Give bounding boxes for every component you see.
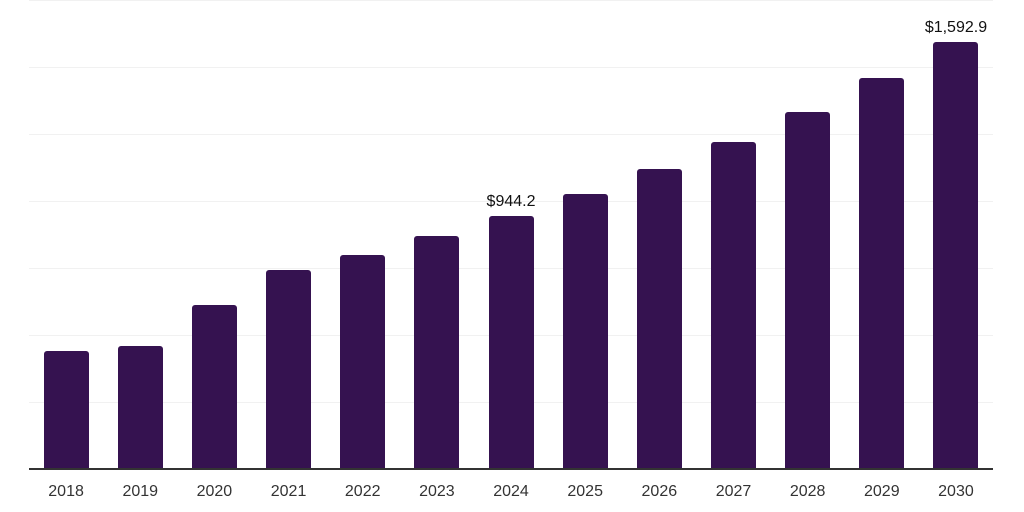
bar-slot-2020 bbox=[177, 0, 251, 469]
bar-slot-2024: $944.2 bbox=[474, 0, 548, 469]
x-axis-label-2027: 2027 bbox=[715, 483, 752, 500]
x-axis-label-2021: 2021 bbox=[270, 483, 307, 500]
x-axis-label-2025: 2025 bbox=[567, 483, 603, 500]
x-axis-label-2026: 2026 bbox=[641, 483, 678, 500]
bar-value-label-2030: $1,592.9 bbox=[924, 19, 988, 37]
bar-slot-2021 bbox=[251, 0, 325, 469]
bar-2018 bbox=[43, 351, 89, 469]
bar-slot-2030: $1,592.9 bbox=[919, 0, 993, 469]
bar-2030 bbox=[933, 42, 979, 469]
bar-slot-2019 bbox=[103, 0, 177, 469]
x-axis-label-2023: 2023 bbox=[419, 483, 455, 500]
gridline-1000 bbox=[29, 201, 993, 202]
bar-2025 bbox=[562, 193, 608, 469]
x-axis-label-2018: 2018 bbox=[48, 483, 84, 500]
bar-2024 bbox=[488, 215, 534, 469]
bar-2020 bbox=[191, 304, 237, 469]
x-axis-label-2024: 2024 bbox=[493, 483, 529, 500]
gridline-1500 bbox=[29, 67, 993, 68]
bar-2029 bbox=[859, 78, 905, 469]
bar-value-label-2024: $944.2 bbox=[486, 192, 536, 210]
x-axis-label-2019: 2019 bbox=[122, 483, 159, 500]
bar-slot-2029 bbox=[845, 0, 919, 469]
bar-slot-2028 bbox=[771, 0, 845, 469]
bars: $944.2 $1,592.9 bbox=[29, 0, 993, 469]
x-axis-line bbox=[29, 468, 993, 470]
bar-2019 bbox=[117, 346, 163, 469]
x-axis-label-2020: 2020 bbox=[196, 483, 233, 500]
bar-2022 bbox=[340, 254, 386, 469]
bar-2028 bbox=[785, 111, 831, 469]
bar-slot-2023 bbox=[400, 0, 474, 469]
bar-slot-2025 bbox=[548, 0, 622, 469]
plot-area: $944.2 $1,592.9 bbox=[29, 0, 993, 470]
bar-slot-2018 bbox=[29, 0, 103, 469]
bar-slot-2022 bbox=[326, 0, 400, 469]
bar-slot-2026 bbox=[622, 0, 696, 469]
x-axis-label-2030: 2030 bbox=[938, 483, 974, 500]
bar-2027 bbox=[710, 141, 756, 469]
gridline-1750 bbox=[29, 0, 993, 1]
bar-slot-2027 bbox=[696, 0, 770, 469]
bar-2023 bbox=[414, 236, 460, 469]
x-axis-labels: 2018 2019 2020 2021 2022 2023 2024 2025 2026 2027… bbox=[29, 483, 993, 501]
bar-2021 bbox=[266, 269, 312, 469]
x-axis-label-2028: 2028 bbox=[789, 483, 826, 500]
gridline-1250 bbox=[29, 134, 993, 135]
x-axis-label-2022: 2022 bbox=[344, 483, 381, 500]
x-axis-label-2029: 2029 bbox=[864, 483, 900, 500]
bar-2026 bbox=[636, 168, 682, 469]
